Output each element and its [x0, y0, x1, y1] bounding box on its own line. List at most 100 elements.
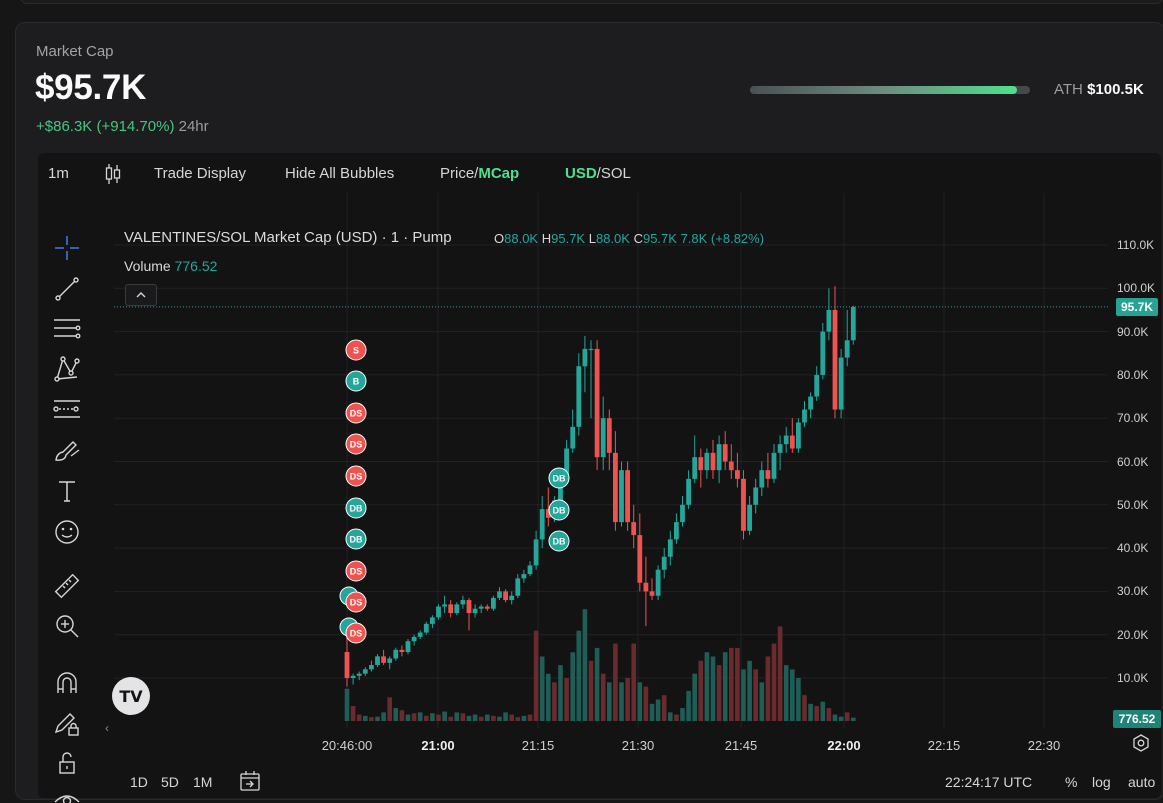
volume-bar — [741, 669, 746, 721]
candle-body — [527, 565, 533, 575]
volume-bar — [607, 682, 612, 721]
volume-bar — [722, 652, 728, 721]
candlestick-chart[interactable]: S B DS DS DS DB DB DS DS DS DB DB DB — [38, 153, 1161, 798]
magnet-tool[interactable] — [50, 668, 84, 698]
candle-body — [362, 669, 368, 674]
x-tick-label: 21:45 — [724, 738, 758, 753]
trade-bubble — [345, 591, 367, 613]
range-5d-button[interactable]: 5D — [161, 774, 179, 790]
price-mcap-toggle[interactable]: Price/MCap — [440, 165, 519, 182]
chart-settings-button[interactable] — [1131, 733, 1151, 758]
unlock-icon — [59, 752, 75, 774]
x-tick-label: 20:46:00 — [321, 738, 373, 753]
volume-bar — [570, 652, 575, 721]
candle-body — [820, 331, 826, 375]
y-tick-label: 90.0K — [1117, 324, 1149, 339]
lock-drawings-tool[interactable] — [50, 708, 84, 738]
text-tool[interactable] — [50, 476, 84, 506]
volume-bar — [686, 690, 691, 721]
volume-bar — [613, 643, 618, 721]
volume-legend: Volume 776.52 — [124, 258, 217, 274]
auto-scale-toggle[interactable]: auto — [1128, 774, 1156, 790]
pattern-tool[interactable] — [50, 354, 84, 384]
interval-selector[interactable]: 1m — [48, 165, 69, 182]
change-percent: (+914.70%) — [96, 118, 175, 135]
candle-body — [533, 539, 539, 566]
low-value: 88.0K — [595, 231, 630, 246]
brush-tool[interactable] — [50, 435, 84, 465]
trade-bubble-label: DS — [350, 629, 363, 639]
candles-type-button[interactable] — [104, 163, 122, 189]
range-1m-button[interactable]: 1M — [193, 774, 213, 790]
trendline-tool[interactable] — [50, 274, 84, 304]
trade-bubble-label: DB — [553, 537, 566, 547]
candle-body — [411, 636, 417, 642]
ath-readout: ATH $100.5K — [1054, 81, 1144, 98]
ruler-tool[interactable] — [50, 571, 84, 601]
current-volume-tag: 776.52 — [1113, 710, 1161, 728]
candle-body — [789, 435, 795, 449]
candle-body — [454, 604, 460, 614]
y-tick-label: 70.0K — [1117, 411, 1149, 426]
candle-body — [777, 444, 783, 453]
percent-scale-toggle[interactable]: % — [1065, 774, 1078, 790]
crosshair-icon — [55, 236, 79, 260]
trade-bubble-label: DB — [553, 506, 566, 516]
high-value: 95.7K — [551, 231, 586, 246]
utc-clock[interactable]: 22:24:17 UTC — [945, 774, 1033, 790]
fib-tool[interactable] — [50, 313, 84, 343]
candle-body — [637, 535, 643, 583]
volume-bar — [661, 695, 667, 721]
trade-bubble-label: DS — [350, 598, 363, 608]
candle-body — [844, 340, 850, 358]
volume-bar — [777, 626, 783, 721]
volume-bar — [582, 609, 588, 721]
volume-bar — [814, 705, 819, 721]
volume-bar — [637, 682, 643, 721]
trade-bubble-label: DB — [553, 474, 566, 484]
y-tick-label: 60.0K — [1117, 454, 1149, 469]
volume-bar — [424, 715, 429, 721]
volume-bar — [478, 716, 484, 721]
crosshair-tool[interactable] — [50, 233, 84, 263]
trade-display-button[interactable]: Trade Display — [154, 165, 246, 182]
volume-bar — [405, 714, 411, 721]
candle-body — [576, 366, 582, 427]
candle-body — [704, 452, 710, 471]
chart-toolbar: 1m Trade Display Hide All Bubbles Price/… — [38, 153, 1161, 195]
candle-body — [802, 409, 807, 423]
volume-bar — [643, 686, 649, 721]
emoji-tool[interactable] — [50, 517, 84, 547]
brush-icon — [55, 441, 80, 461]
trade-bubble — [345, 497, 367, 519]
market-cap-change: +$86.3K (+914.70%) 24hr — [36, 118, 209, 135]
candle-body — [387, 658, 393, 663]
market-cap-card: Market Cap $95.7K +$86.3K (+914.70%) 24h… — [15, 22, 1163, 803]
volume-bar — [515, 717, 521, 721]
lock-tool[interactable] — [50, 748, 84, 778]
volume-label: Volume — [124, 258, 171, 274]
goto-date-button[interactable] — [238, 769, 262, 796]
y-tick-label: 10.0K — [1117, 671, 1149, 685]
projection-tool[interactable] — [50, 394, 84, 424]
x-tick-label: 22:15 — [927, 738, 961, 753]
visibility-tool[interactable] — [50, 783, 84, 803]
candle-body — [728, 461, 734, 471]
trade-bubble-label: DB — [350, 535, 363, 545]
trade-bubble-label: S — [353, 346, 359, 356]
legend-collapse-button[interactable] — [125, 284, 157, 306]
hide-bubbles-button[interactable]: Hide All Bubbles — [285, 165, 395, 182]
usd-label: USD — [565, 165, 597, 182]
log-scale-toggle[interactable]: log — [1092, 774, 1111, 790]
volume-bar — [790, 669, 795, 721]
y-tick-label: 100.0K — [1117, 281, 1156, 296]
tradingview-logo[interactable]: TV — [112, 677, 150, 715]
toolbar-collapse-arrow[interactable]: ‹ — [105, 721, 109, 735]
candle-body — [399, 649, 405, 653]
volume-bar — [558, 665, 563, 721]
range-1d-button[interactable]: 1D — [130, 774, 148, 790]
usd-sol-toggle[interactable]: USD/SOL — [565, 165, 631, 182]
volume-bar — [716, 665, 722, 721]
zoom-tool[interactable] — [50, 611, 84, 641]
volume-bar — [344, 688, 350, 721]
